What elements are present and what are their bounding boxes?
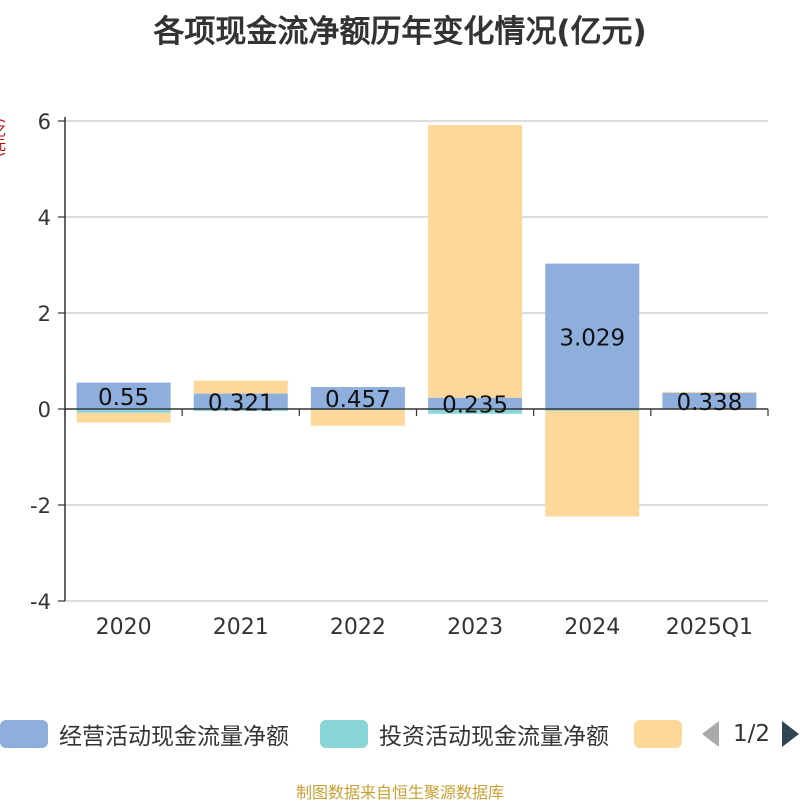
legend-swatch-operating [0, 720, 48, 748]
y-tick-label: -2 [30, 494, 51, 518]
x-tick-label: 2022 [330, 615, 386, 640]
bar-series-1-2023 [428, 409, 523, 414]
bar-series-2-2021 [193, 380, 288, 394]
bar-series-0-2023 [428, 397, 523, 409]
x-tick-label: 2020 [96, 615, 152, 640]
legend-label-investing: 投资活动现金流量净额 [379, 724, 609, 750]
bar-series-1-2024 [545, 409, 640, 411]
bar-series-0-2024 [545, 263, 640, 409]
chart-plot: -4 -2 0 2 4 6 0.55 0.321 0.457 0.235 3.029 0.338 202… [30, 110, 769, 640]
x-tick-label: 2025Q1 [666, 615, 753, 640]
legend-swatch-investing [320, 720, 368, 748]
data-label: 0.338 [676, 390, 742, 416]
bar-series-1-2021 [193, 409, 288, 411]
y-tick-label: -4 [30, 590, 51, 614]
bar-series-2-2024 [545, 410, 640, 517]
x-tick-label: 2023 [447, 615, 503, 640]
y-tick-label: 4 [38, 206, 51, 230]
bar-series-0-2022 [310, 387, 405, 409]
data-label: 0.321 [208, 390, 274, 416]
legend-swatch-financing [634, 720, 682, 748]
legend-prev-page-icon[interactable] [702, 721, 719, 747]
y-tick-label: 0 [38, 398, 51, 422]
data-source-note: 制图数据来自恒生聚源数据库 [295, 783, 504, 802]
bar-series-2-2020 [76, 412, 171, 423]
y-tick-label: 2 [38, 302, 51, 326]
legend: 经营活动现金流量净额 投资活动现金流量净额 1/2 [0, 716, 800, 756]
legend-next-page-icon[interactable] [782, 721, 800, 747]
legend-page-indicator: 1/2 [733, 721, 771, 747]
y-tick-label: 6 [38, 110, 51, 134]
legend-pager: 1/2 [702, 716, 800, 752]
bar-series-1-2020 [76, 409, 171, 413]
y-axis-unit: (亿元) [0, 118, 6, 157]
bar-series-2-2025Q1 [662, 391, 757, 393]
x-tick-label: 2021 [213, 615, 269, 640]
bar-series-0-2021 [193, 393, 288, 409]
legend-item-operating[interactable]: 经营活动现金流量净额 [0, 716, 289, 752]
bar-series-0-2025Q1 [662, 392, 757, 409]
chart-title: 各项现金流净额历年变化情况(亿元) [153, 14, 647, 50]
data-label: 0.235 [442, 392, 508, 418]
data-label: 3.029 [559, 325, 625, 351]
legend-item-financing[interactable] [634, 716, 682, 752]
x-tick-label: 2024 [564, 615, 620, 640]
bar-series-2-2022 [310, 409, 405, 426]
bar-series-2-2023 [428, 125, 523, 398]
data-label: 0.55 [98, 385, 149, 411]
legend-label-operating: 经营活动现金流量净额 [59, 724, 289, 750]
data-label: 0.457 [325, 387, 391, 413]
bar-series-0-2020 [76, 382, 171, 409]
legend-item-investing[interactable]: 投资活动现金流量净额 [320, 716, 609, 752]
